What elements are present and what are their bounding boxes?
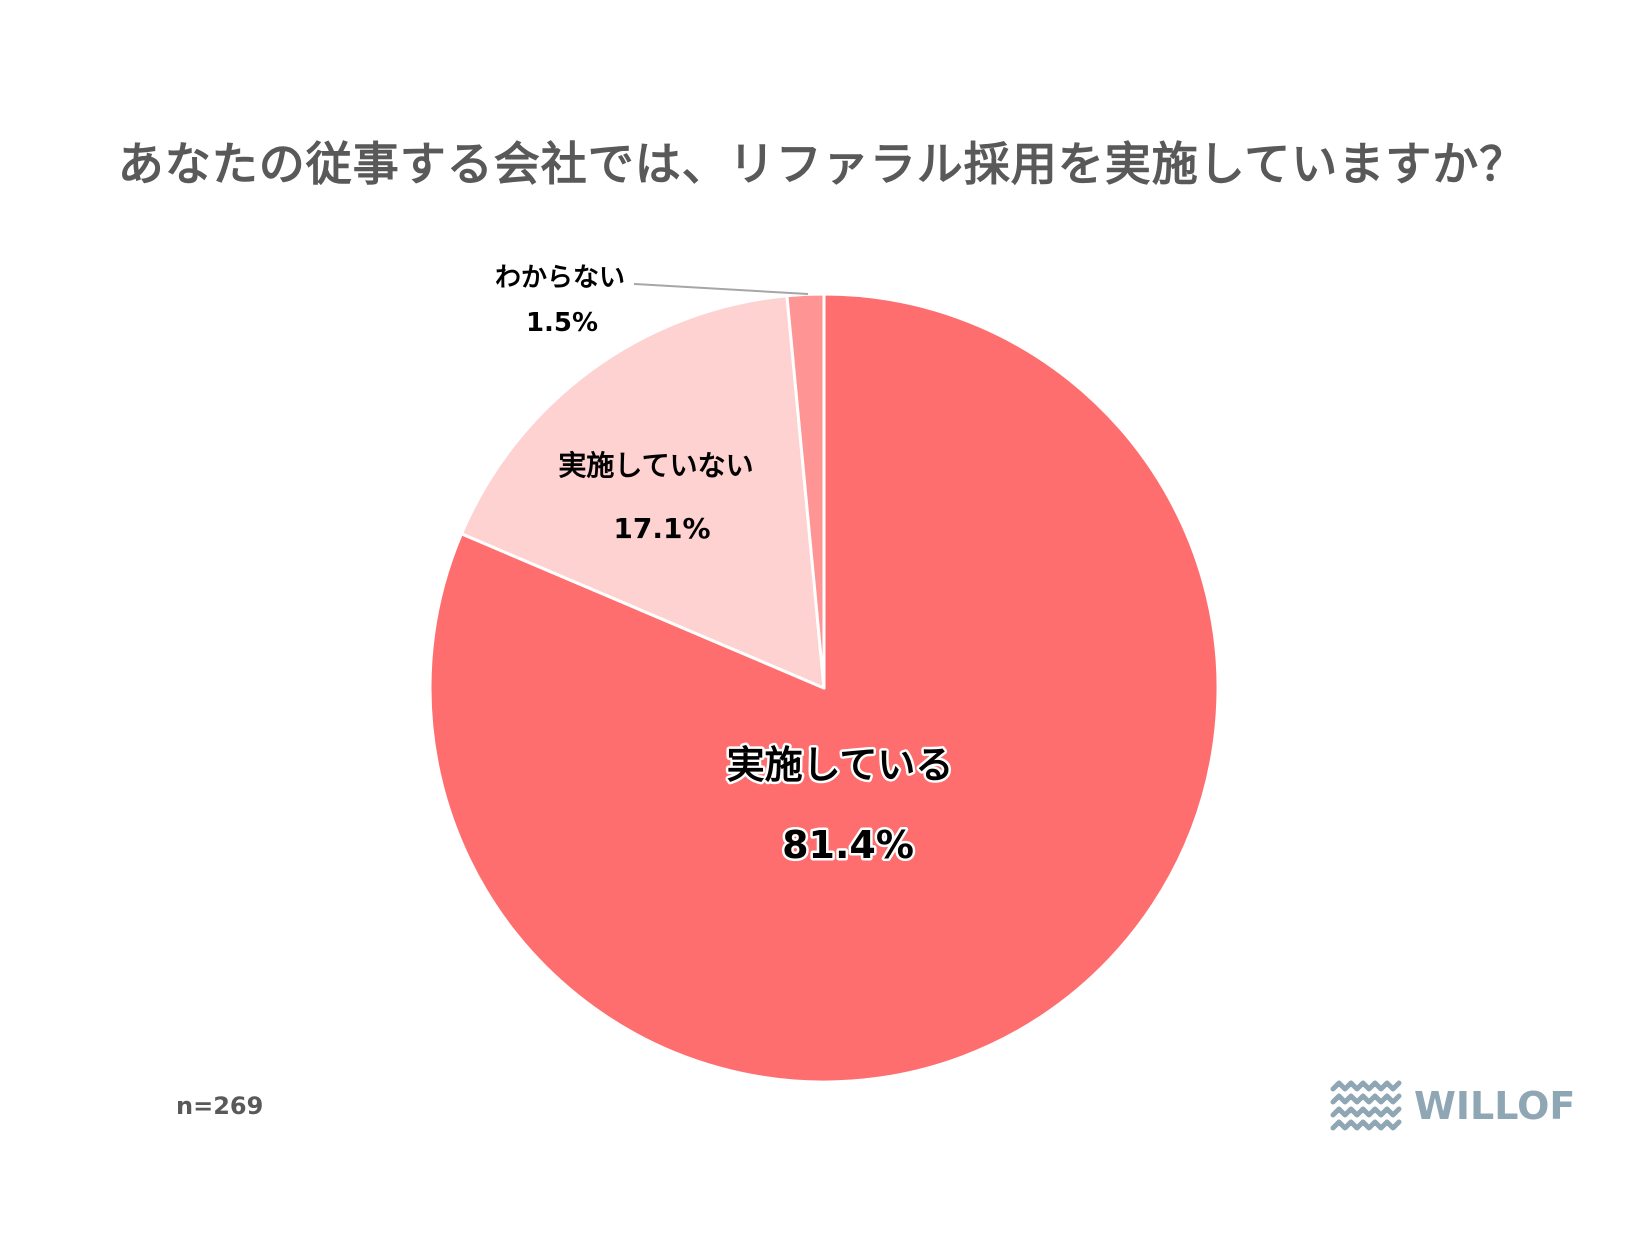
slice-label-implemented: 実施している <box>727 743 954 787</box>
slice-value-not-implemented: 17.1% <box>613 512 710 545</box>
slice-value-unknown: 1.5% <box>526 308 598 338</box>
leader-line <box>633 283 809 295</box>
sample-size-note: n=269 <box>176 1092 264 1120</box>
pie-slices <box>428 292 1220 1084</box>
pie-labels: 実施している 81.4% 実施していない 17.1% わからない 1.5% <box>495 263 956 870</box>
slice-not-implemented <box>459 294 826 690</box>
waves-icon <box>1330 1080 1402 1131</box>
slice-value-implemented: 81.4% <box>782 823 914 867</box>
slice-label-not-implemented: 実施していない <box>558 449 753 482</box>
chart-title: あなたの従事する会社では、リファラル採用を実施していますか？ <box>117 137 1527 191</box>
brand-name: WILLOF <box>1414 1084 1576 1128</box>
slice-label-unknown: わからない <box>495 263 625 293</box>
brand-logo: WILLOF <box>1330 1080 1575 1132</box>
